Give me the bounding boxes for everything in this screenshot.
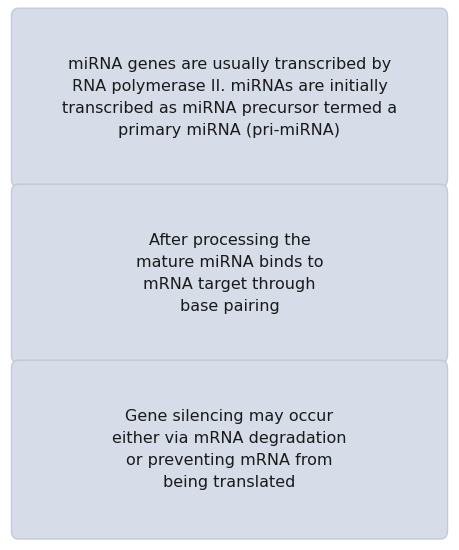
Text: miRNA genes are usually transcribed by
RNA polymerase II. miRNAs are initially
t: miRNA genes are usually transcribed by R… [62,57,397,139]
Text: After processing the
mature miRNA binds to
mRNA target through
base pairing: After processing the mature miRNA binds … [136,233,323,315]
FancyBboxPatch shape [11,8,448,187]
FancyBboxPatch shape [11,184,448,363]
Text: Gene silencing may occur
either via mRNA degradation
or preventing mRNA from
bei: Gene silencing may occur either via mRNA… [112,409,347,491]
FancyBboxPatch shape [11,360,448,539]
